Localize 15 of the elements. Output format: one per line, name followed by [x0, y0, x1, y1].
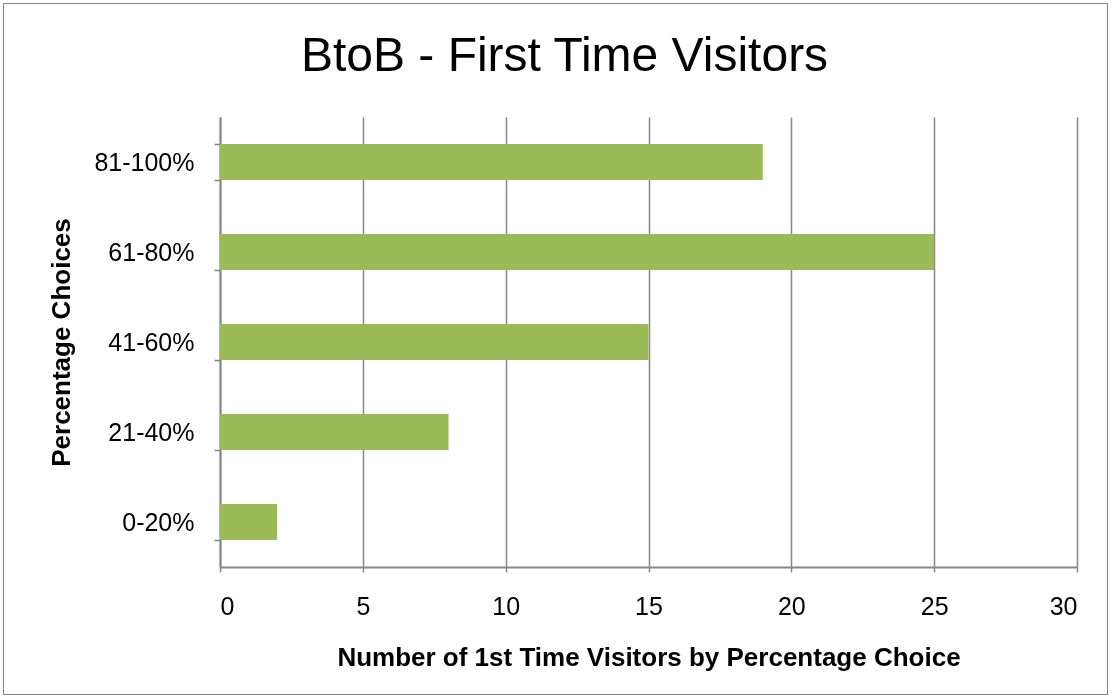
y-axis-title: Percentage Choices	[46, 218, 77, 467]
y-tick-label: 41-60%	[108, 327, 195, 356]
y-tick-label: 0-20%	[122, 507, 195, 536]
x-tick-label: 30	[1049, 591, 1078, 620]
x-tick-label: 5	[356, 591, 371, 620]
y-tick-label: 81-100%	[94, 147, 195, 176]
y-tick-label: 61-80%	[108, 237, 195, 266]
chart-title: BtoB - First Time Visitors	[300, 28, 829, 81]
x-tick-label: 0	[220, 591, 235, 620]
x-tick-label: 15	[635, 591, 663, 620]
x-axis-title: Number of 1st Time Visitors by Percentage Choice	[337, 641, 961, 672]
x-tick-label: 10	[492, 591, 521, 620]
x-tick-label: 25	[920, 591, 949, 620]
x-tick-label: 20	[777, 591, 806, 620]
y-tick-label: 21-40%	[108, 417, 195, 446]
